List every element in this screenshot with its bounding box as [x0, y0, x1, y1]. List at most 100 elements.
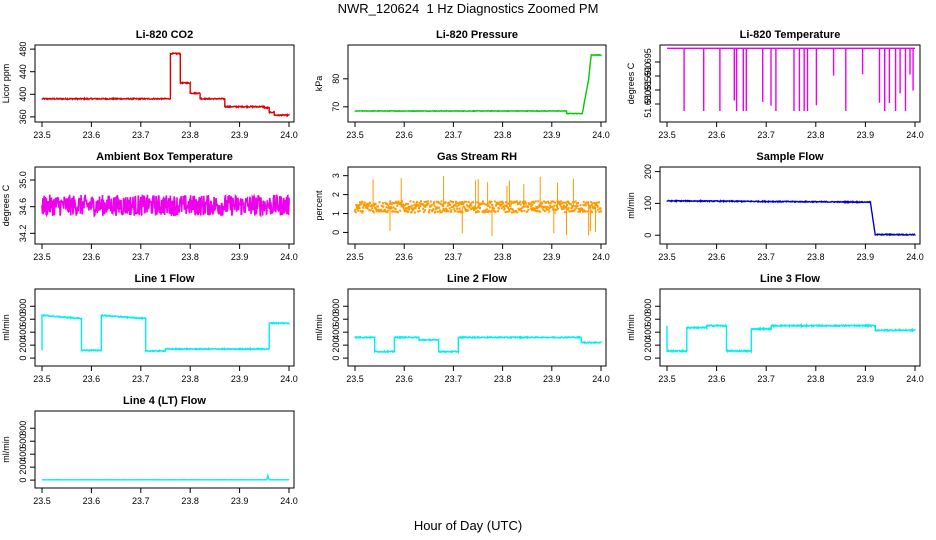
y-tick-label: 600	[18, 312, 28, 327]
y-tick-label: 200	[18, 338, 28, 353]
y-axis-label: ml/min	[1, 436, 11, 463]
y-tick-label: 51.680	[643, 90, 653, 118]
y-tick-label: 800	[18, 421, 28, 436]
x-tick-label: 23.5	[33, 374, 51, 384]
x-tick-label: 23.5	[346, 374, 364, 384]
y-axis-label: percent	[314, 190, 324, 221]
y-axis-label: Licor ppm	[1, 64, 11, 104]
x-tick-label: 23.7	[445, 374, 463, 384]
x-tick-label: 23.9	[231, 130, 249, 140]
series-line	[41, 313, 290, 353]
x-tick-label: 23.8	[807, 252, 825, 262]
panel-title: Li-820 Temperature	[740, 29, 841, 41]
x-tick-label: 23.8	[181, 374, 199, 384]
plot-frame	[659, 44, 921, 123]
plot-frame	[34, 410, 295, 489]
plot-frame	[34, 44, 295, 123]
x-tick-label: 23.5	[658, 252, 676, 262]
panel-line-2-flow: Line 2 Flow ml/min 23.5 23.6 23.7 23.8 23.9 24.…	[314, 273, 610, 384]
x-tick-label: 23.8	[494, 130, 512, 140]
x-tick-label: 23.7	[132, 252, 150, 262]
x-tick-label: 23.6	[395, 374, 413, 384]
x-tick-label: 23.5	[33, 252, 51, 262]
y-tick-label: 0	[331, 230, 341, 235]
plot-frame	[659, 166, 921, 245]
x-tick-label: 23.7	[757, 252, 775, 262]
x-tick-label: 23.7	[132, 130, 150, 140]
panel-title: Li-820 Pressure	[436, 29, 518, 41]
x-tick-label: 23.9	[231, 252, 249, 262]
panel-title: Line 2 Flow	[447, 273, 507, 285]
y-axis-label: degrees C	[626, 62, 636, 104]
y-tick-label: 2	[331, 192, 341, 197]
x-tick-label: 23.6	[708, 252, 726, 262]
y-tick-label: 800	[18, 299, 28, 314]
y-axis-label: ml/min	[626, 192, 636, 219]
x-tick-label: 23.5	[658, 374, 676, 384]
x-tick-label: 23.7	[445, 130, 463, 140]
x-tick-label: 23.9	[231, 496, 249, 506]
y-tick-label: 600	[18, 434, 28, 449]
x-tick-label: 23.7	[757, 130, 775, 140]
panel-title: Sample Flow	[756, 151, 824, 163]
panel-li-820-temperature: Li-820 Temperature degrees C 23.5 23.6 23.7 2…	[626, 29, 924, 140]
series-line	[42, 473, 290, 481]
x-tick-label: 23.8	[807, 374, 825, 384]
x-tick-label: 24.0	[906, 130, 924, 140]
series-line	[41, 52, 290, 118]
panel-li-820-co2: Li-820 CO2 Licor ppm 23.5 23.6 23.7 23.8 23.9 2…	[1, 29, 298, 140]
x-tick-label: 23.9	[857, 374, 875, 384]
x-tick-label: 23.6	[83, 374, 101, 384]
y-tick-label: 600	[331, 312, 341, 327]
series-line	[667, 47, 915, 111]
panel-sample-flow: Sample Flow ml/min 23.5 23.6 23.7 23.8 23.9 24.…	[626, 151, 924, 262]
y-tick-label: 400	[331, 325, 341, 340]
x-tick-label: 23.5	[346, 130, 364, 140]
series-line	[666, 322, 916, 354]
y-tick-label: 200	[331, 338, 341, 353]
y-tick-label: 34.6	[18, 198, 28, 216]
y-tick-label: 0	[331, 356, 341, 361]
x-tick-label: 23.5	[33, 130, 51, 140]
y-tick-label: 1	[331, 211, 341, 216]
page-title: NWR_120624 1 Hz Diagnostics Zoomed PM	[337, 1, 599, 16]
x-tick-label: 23.6	[83, 130, 101, 140]
x-tick-label: 23.6	[83, 252, 101, 262]
panel-title: Gas Stream RH	[437, 151, 517, 163]
plot-frame	[347, 44, 607, 123]
series-spikes	[372, 176, 596, 237]
y-tick-label: 400	[643, 325, 653, 340]
y-tick-label: 600	[643, 312, 653, 327]
x-tick-label: 24.0	[280, 496, 298, 506]
x-tick-label: 23.5	[658, 130, 676, 140]
panel-title: Li-820 CO2	[136, 29, 193, 41]
y-tick-label: 200	[18, 460, 28, 475]
y-tick-label: 800	[643, 299, 653, 314]
x-tick-label: 23.6	[708, 374, 726, 384]
y-tick-label: 0	[18, 356, 28, 361]
y-tick-label: 800	[331, 299, 341, 314]
x-tick-label: 23.7	[132, 496, 150, 506]
y-tick-label: 51.695	[643, 48, 653, 76]
x-tick-label: 23.7	[757, 374, 775, 384]
x-axis-label: Hour of Day (UTC)	[413, 518, 523, 533]
x-tick-label: 24.0	[592, 130, 610, 140]
x-tick-label: 23.7	[132, 374, 150, 384]
panel-line-3-flow: Line 3 Flow ml/min 23.5 23.6 23.7 23.8 23.9 24.…	[626, 273, 924, 384]
x-tick-label: 23.7	[445, 252, 463, 262]
y-tick-label: 80	[331, 74, 341, 84]
x-tick-label: 24.0	[280, 252, 298, 262]
y-tick-label: 400	[18, 87, 28, 102]
x-tick-label: 24.0	[280, 130, 298, 140]
y-tick-label: 200	[643, 164, 653, 179]
x-tick-label: 23.9	[231, 374, 249, 384]
x-tick-label: 23.8	[807, 130, 825, 140]
y-tick-label: 480	[18, 42, 28, 57]
panel-title: Ambient Box Temperature	[96, 151, 233, 163]
x-tick-label: 24.0	[592, 252, 610, 262]
x-tick-label: 23.9	[543, 252, 561, 262]
panel-title: Line 3 Flow	[760, 273, 820, 285]
y-tick-label: 51.690	[643, 62, 653, 90]
plot-frame	[34, 166, 295, 245]
